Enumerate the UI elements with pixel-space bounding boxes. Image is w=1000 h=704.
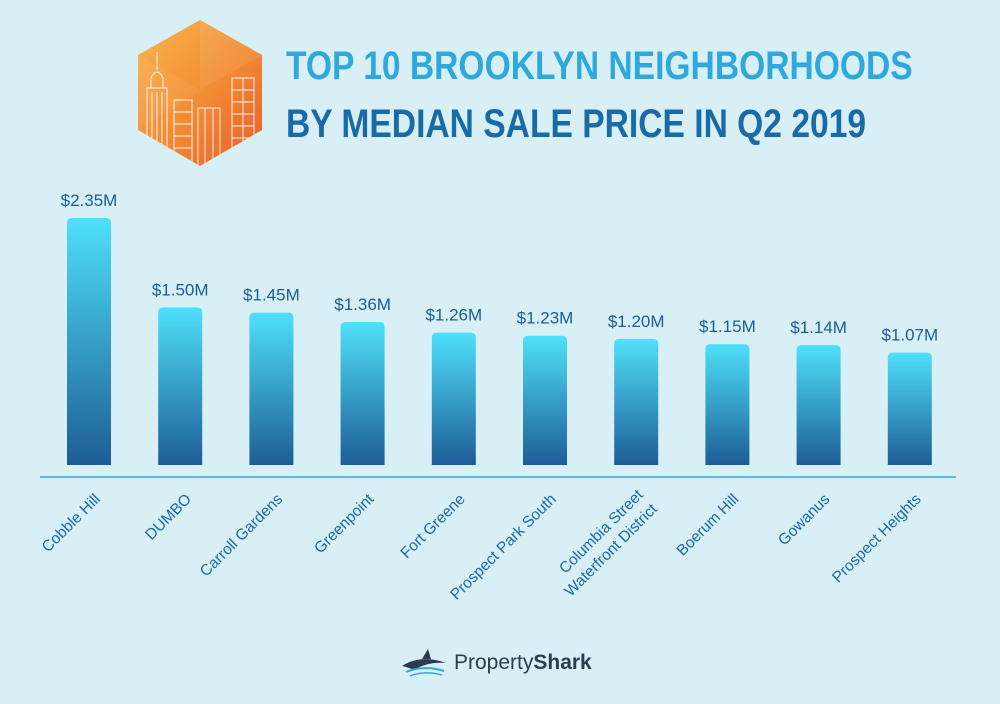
bar-value-label: $1.07M xyxy=(881,326,938,345)
brand-text: PropertyShark xyxy=(454,651,592,675)
bar-value-label: $1.36M xyxy=(334,295,391,314)
category-label-line: DUMBO xyxy=(142,491,195,544)
bar-value-label: $2.35M xyxy=(61,191,118,210)
category-label-line: Prospect Park South xyxy=(447,491,560,604)
brand-text-light: Property xyxy=(454,651,534,674)
category-label: DUMBO xyxy=(142,491,195,544)
category-label-line: Cobble Hill xyxy=(39,491,104,556)
category-label-line: Prospect Heights xyxy=(829,491,925,587)
category-label: Carroll Gardens xyxy=(197,491,287,581)
bar xyxy=(431,332,476,465)
category-label-line: Greenpoint xyxy=(311,490,378,557)
category-label: Prospect Heights xyxy=(829,491,925,587)
bar xyxy=(67,218,111,465)
bar-value-label: $1.50M xyxy=(152,280,209,299)
chart-title-line-2: BY MEDIAN SALE PRICE IN Q2 2019 xyxy=(286,102,867,146)
category-label: Cobble Hill xyxy=(39,491,104,556)
bar xyxy=(887,352,932,465)
bar-value-label: $1.20M xyxy=(608,312,665,331)
category-label-line: Fort Greene xyxy=(398,491,469,562)
category-label: Prospect Park South xyxy=(447,491,560,604)
bar-value-label: $1.23M xyxy=(517,309,574,328)
bar xyxy=(340,322,385,465)
bar xyxy=(614,338,659,465)
bar xyxy=(705,344,750,465)
propertyshark-brand: PropertyShark xyxy=(400,645,592,681)
bar xyxy=(523,335,567,465)
category-label: Fort Greene xyxy=(398,491,469,562)
bar-value-label: $1.15M xyxy=(699,317,756,336)
category-label-line: Gowanus xyxy=(775,491,833,549)
bar-value-label: $1.14M xyxy=(790,318,847,337)
bar xyxy=(158,307,203,465)
category-label-line: Carroll Gardens xyxy=(197,491,287,581)
category-label: Greenpoint xyxy=(311,490,378,557)
bar xyxy=(249,312,294,465)
category-label: Boerum Hill xyxy=(674,491,743,560)
category-label-line: Boerum Hill xyxy=(674,491,743,560)
brand-text-bold: Shark xyxy=(533,651,592,674)
shark-logo-icon xyxy=(402,649,446,677)
bar-value-label: $1.26M xyxy=(425,306,482,325)
chart-title-line-1: TOP 10 BROOKLYN NEIGHBORHOODS xyxy=(286,44,913,88)
bar-value-label: $1.45M xyxy=(243,286,300,305)
category-label: Gowanus xyxy=(775,491,833,549)
bar xyxy=(796,345,841,465)
